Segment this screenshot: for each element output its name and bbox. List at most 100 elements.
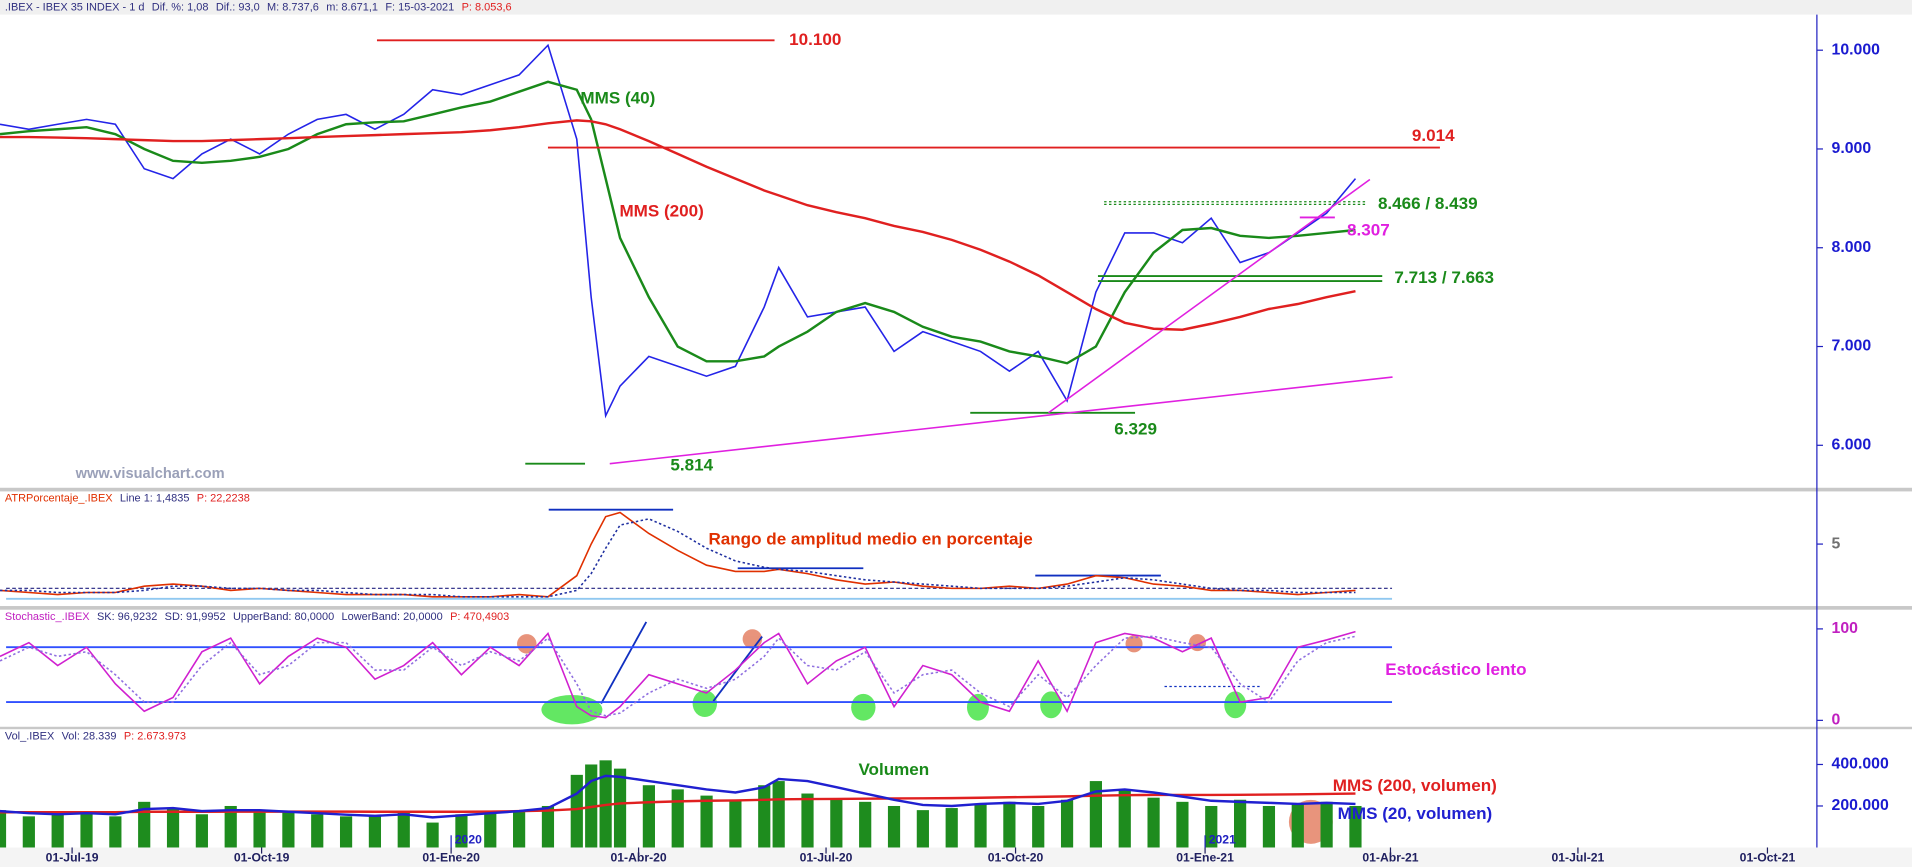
y-tick-label: 5 (1832, 535, 1841, 552)
series-line (0, 80, 1356, 365)
volume-bar (671, 789, 684, 848)
volume-bar (368, 816, 382, 848)
series-line (0, 518, 1356, 598)
x-axis-band (0, 847, 1912, 867)
volume-bar (1089, 781, 1102, 848)
drawn-line (600, 621, 648, 705)
volume-bar (729, 799, 742, 848)
y-tick-label: 100 (1832, 620, 1859, 637)
series-line (0, 635, 1356, 717)
series-line (0, 119, 1356, 331)
volume-bar (513, 810, 526, 848)
header-item: ATRPorcentaje_.IBEX (5, 493, 113, 505)
panel-header: Stochastic_.IBEX SK: 96,9232 SD: 91,9952 Up… (5, 611, 509, 623)
volume-bar (1176, 801, 1189, 848)
header-item: .IBEX - IBEX 35 INDEX - 1 d (5, 1, 145, 13)
volume-bar (887, 805, 901, 848)
header-item: Vol_.IBEX (5, 730, 55, 742)
header-item: UpperBand: 80,0000 (233, 611, 334, 623)
panel-header: Vol_.IBEX Vol: 28.339 P: 2.673.973 (5, 730, 186, 742)
panel-header: ATRPorcentaje_.IBEX Line 1: 1,4835 P: 22,2… (5, 493, 250, 505)
level-label: 6.329 (1114, 419, 1157, 438)
volume-bar (311, 814, 324, 848)
volume-bar (195, 814, 208, 848)
volume-bar (166, 808, 180, 848)
header-item: SD: 91,9952 (165, 611, 226, 623)
volume-bar (1291, 803, 1304, 848)
annotation: Rango de amplitud medio en porcentaje (708, 530, 1032, 549)
header-item: Stochastic_.IBEX (5, 611, 90, 623)
volume-bar (830, 799, 843, 848)
oversold-mark (1224, 691, 1247, 719)
y-tick-label: 6.000 (1832, 436, 1872, 453)
series-line (0, 792, 1356, 814)
series-label: MMS (20, volumen) (1338, 804, 1493, 823)
series-label: MMS (40) (580, 88, 655, 107)
header-item: m: 8.671,1 (326, 1, 378, 13)
volume-bar (916, 810, 929, 848)
x-tick-label: 01-Abr-21 (1362, 851, 1418, 865)
volume-bar (426, 822, 439, 848)
volume-bar (253, 810, 266, 848)
level-label: 8.466 / 8.439 (1378, 194, 1478, 213)
series-line (0, 43, 1357, 419)
annotation: Estocástico lento (1385, 660, 1526, 679)
x-tick-label: 01-Oct-20 (988, 851, 1044, 865)
header-item: Line 1: 1,4835 (120, 493, 190, 505)
header-item: P: 470,4903 (450, 611, 509, 623)
volume-bar (1032, 805, 1045, 848)
header-item: LowerBand: 20,0000 (342, 611, 443, 623)
x-tick-label: 01-Oct-19 (234, 851, 290, 865)
header-item: Dif.: 93,0 (216, 1, 260, 13)
trendline (609, 376, 1393, 465)
volume-bar (541, 805, 555, 848)
volume-bar (758, 785, 771, 848)
volume-bar (455, 814, 468, 848)
level-label: 7.713 / 7.663 (1394, 268, 1494, 287)
header-item: F: 15-03-2021 (385, 1, 454, 13)
annotation: Volumen (858, 760, 929, 779)
volume-bar (339, 816, 353, 848)
oversold-mark (966, 693, 989, 721)
header-item: SK: 96,9232 (97, 611, 157, 623)
year-label: 2021 (1209, 832, 1236, 846)
level-label: 8.307 (1347, 220, 1390, 239)
y-tick-label: 8.000 (1832, 239, 1872, 256)
oversold-mark (692, 690, 717, 718)
y-tick-label: 9.000 (1832, 140, 1872, 157)
volume-bar (282, 812, 295, 848)
panel (0, 760, 1362, 848)
panel (0, 630, 1393, 719)
volume-bar (1205, 805, 1218, 848)
panel (0, 39, 1440, 465)
volume-bar (109, 816, 122, 848)
y-tick-label: 0 (1832, 712, 1841, 729)
overbought-mark (517, 634, 537, 654)
x-tick-label: 01-Ene-21 (1176, 851, 1234, 865)
header-item: Dif. %: 1,08 (152, 1, 209, 13)
oversold-mark (541, 695, 603, 725)
panel-header: .IBEX - IBEX 35 INDEX - 1 d Dif. %: 1,08 D… (5, 1, 512, 13)
x-tick-label: 01-Jul-20 (800, 851, 853, 865)
y-tick-label: 400.000 (1832, 756, 1889, 773)
oversold-mark (1040, 691, 1063, 719)
volume-bar (642, 785, 655, 848)
trendline (1048, 178, 1371, 414)
series-line (0, 630, 1356, 719)
volume-bar (397, 812, 410, 848)
panel-separator (0, 606, 1912, 610)
volume-bar (1003, 801, 1016, 848)
y-tick-label: 200.000 (1832, 797, 1889, 814)
year-label: 2020 (455, 832, 482, 846)
y-tick-label: 10.000 (1832, 41, 1881, 58)
level-label: 9.014 (1412, 126, 1455, 145)
x-tick-label: 01-Jul-19 (46, 851, 99, 865)
header-bar (0, 0, 1912, 15)
header-item: P: 2.673.973 (124, 730, 186, 742)
volume-bar (613, 768, 627, 848)
volume-bar (138, 801, 151, 848)
panel-separator (0, 726, 1912, 730)
x-tick-label: 01-Abr-20 (610, 851, 666, 865)
